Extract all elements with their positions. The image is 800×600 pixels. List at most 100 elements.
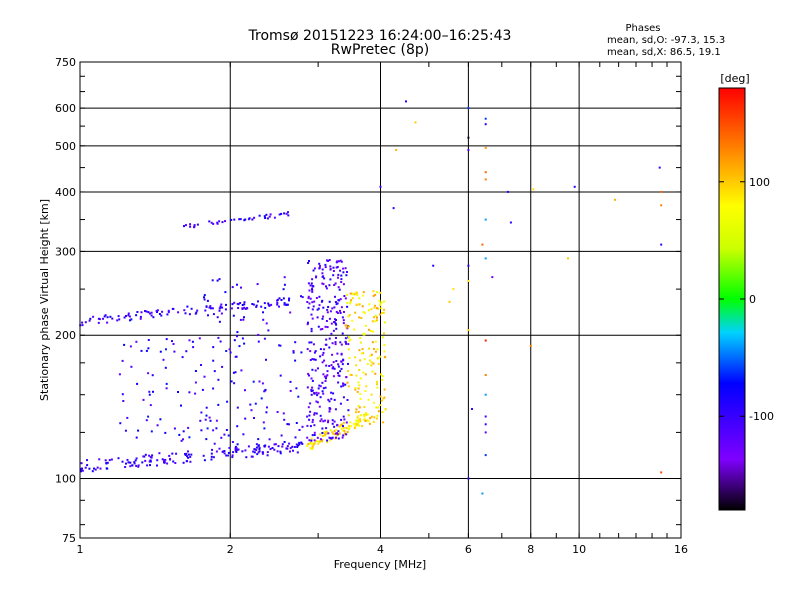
trace-point	[243, 301, 246, 304]
trace-point	[127, 461, 130, 464]
cluster-point	[311, 308, 314, 311]
cluster-point	[283, 283, 286, 286]
cluster-point	[358, 349, 361, 352]
cluster-point	[323, 359, 326, 362]
cluster-point	[268, 438, 271, 441]
cluster-point	[357, 419, 360, 422]
trace-point	[196, 223, 199, 226]
cluster-point	[348, 314, 351, 317]
cluster-point	[294, 436, 297, 439]
trace-point	[286, 445, 289, 448]
cluster-point	[358, 369, 361, 371]
trace-point	[350, 425, 353, 428]
trace-point	[257, 451, 260, 454]
isolated-point	[379, 185, 382, 188]
trace-point	[264, 217, 267, 219]
trace-point	[244, 449, 247, 452]
trace-point	[156, 309, 159, 312]
cluster-point	[370, 393, 373, 396]
trace-point	[189, 460, 192, 463]
cluster-point	[312, 269, 315, 272]
cluster-point	[358, 316, 361, 319]
cluster-point	[372, 290, 375, 293]
cluster-point	[336, 260, 339, 263]
trace-point	[215, 450, 218, 453]
cluster-point	[172, 343, 175, 345]
cluster-point	[333, 367, 336, 370]
cluster-point	[358, 406, 361, 409]
cluster-point	[325, 338, 328, 341]
x-tick-label: 8	[527, 543, 534, 556]
cluster-point	[147, 339, 150, 341]
cluster-point	[368, 303, 371, 306]
cluster-point	[318, 384, 321, 387]
trace-point	[288, 442, 291, 445]
cluster-point	[265, 411, 268, 414]
cluster-point	[188, 436, 191, 439]
trace-point	[183, 225, 185, 228]
cluster-point	[316, 401, 319, 404]
cluster-point	[262, 318, 265, 321]
trace-point	[102, 317, 104, 320]
trace-point	[241, 450, 244, 453]
cluster-point	[335, 360, 338, 362]
cluster-point	[347, 414, 350, 417]
trace-point	[93, 467, 95, 470]
trace-point	[149, 459, 152, 462]
cluster-point	[332, 392, 335, 395]
cluster-point	[164, 366, 167, 369]
trace-point	[84, 466, 87, 469]
trace-point	[289, 450, 291, 453]
trace-point	[231, 303, 234, 306]
cluster-point	[226, 400, 229, 403]
isolated-point	[614, 198, 616, 201]
chart-title: Tromsø 20151223 16:24:00–16:25:43	[248, 28, 512, 44]
cluster-point	[282, 288, 285, 291]
cluster-point	[235, 355, 238, 358]
cluster-point	[339, 402, 342, 405]
cluster-point	[319, 264, 321, 267]
trace-point	[89, 317, 92, 320]
cluster-point	[355, 303, 358, 306]
cluster-point	[347, 409, 350, 412]
cluster-point	[363, 312, 366, 314]
cluster-point	[147, 415, 150, 418]
trace-point	[187, 453, 190, 456]
trace-point	[256, 453, 259, 456]
trace-point	[267, 302, 270, 305]
cluster-point	[361, 305, 364, 308]
trace-point	[81, 469, 84, 472]
trace-point	[361, 425, 364, 428]
trace-point	[292, 449, 294, 452]
isolated-point	[484, 374, 487, 376]
trace-point	[139, 315, 142, 318]
cluster-point	[367, 309, 370, 312]
cluster-point	[257, 300, 259, 303]
cluster-point	[136, 382, 139, 385]
cluster-point	[384, 408, 387, 411]
cluster-point	[188, 391, 191, 394]
cluster-point	[376, 291, 378, 294]
trace-point	[278, 213, 281, 216]
cluster-point	[349, 373, 352, 376]
trace-point	[326, 441, 329, 444]
cluster-point	[313, 267, 316, 270]
cluster-point	[340, 274, 343, 277]
cluster-point	[185, 350, 188, 353]
trace-point	[127, 314, 130, 317]
trace-point	[97, 321, 100, 324]
cluster-point	[173, 350, 176, 353]
trace-point	[80, 462, 83, 465]
isolated-point	[448, 300, 451, 303]
trace-point	[156, 311, 158, 313]
isolated-point	[467, 329, 470, 332]
cluster-point	[236, 331, 239, 334]
cluster-point	[309, 410, 312, 413]
cluster-point	[241, 308, 244, 310]
isolated-point	[467, 136, 470, 139]
cluster-point	[373, 401, 375, 404]
trace-point	[255, 304, 258, 307]
y-tick-label: 100	[55, 473, 76, 486]
colorbar-tick-label: -100	[749, 410, 774, 423]
cluster-point	[369, 330, 372, 332]
